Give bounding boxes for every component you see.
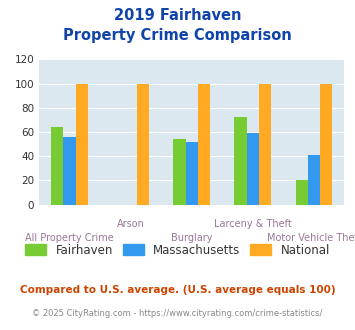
Text: 2019 Fairhaven: 2019 Fairhaven (114, 8, 241, 23)
Bar (76, 83, 88, 205)
Bar (308, 155, 320, 205)
Text: Larceny & Theft: Larceny & Theft (214, 219, 292, 229)
Bar (234, 117, 247, 205)
Text: All Property Crime: All Property Crime (25, 233, 114, 243)
Legend: Fairhaven, Massachusetts, National: Fairhaven, Massachusetts, National (20, 239, 335, 261)
Bar (295, 181, 308, 205)
Text: Property Crime Comparison: Property Crime Comparison (63, 28, 292, 43)
Text: Motor Vehicle Theft: Motor Vehicle Theft (267, 233, 355, 243)
Bar (186, 142, 198, 205)
Text: Compared to U.S. average. (U.S. average equals 100): Compared to U.S. average. (U.S. average … (20, 285, 335, 295)
Bar (320, 83, 332, 205)
Bar (137, 83, 149, 205)
Text: Burglary: Burglary (171, 233, 212, 243)
Text: © 2025 CityRating.com - https://www.cityrating.com/crime-statistics/: © 2025 CityRating.com - https://www.city… (32, 309, 323, 317)
Bar (51, 127, 64, 205)
Bar (173, 139, 186, 205)
Bar (198, 83, 210, 205)
Bar (247, 133, 259, 205)
Bar (259, 83, 271, 205)
Text: Arson: Arson (117, 219, 144, 229)
Bar (64, 137, 76, 205)
